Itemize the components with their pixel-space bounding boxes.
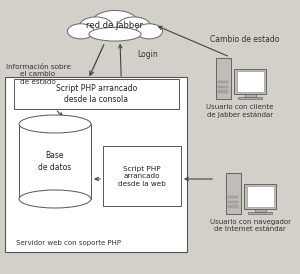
- Ellipse shape: [79, 17, 113, 37]
- Bar: [248, 212, 272, 214]
- Text: Base
de datos: Base de datos: [38, 152, 72, 172]
- Bar: [218, 90, 228, 93]
- Ellipse shape: [91, 10, 139, 36]
- Text: Cambio de estado: Cambio de estado: [210, 35, 279, 44]
- Bar: [237, 71, 264, 92]
- Ellipse shape: [19, 115, 91, 133]
- Ellipse shape: [117, 17, 151, 37]
- Bar: [238, 97, 262, 99]
- Bar: [226, 173, 241, 214]
- Bar: [228, 196, 238, 198]
- Ellipse shape: [89, 27, 141, 41]
- Bar: [218, 81, 228, 83]
- Bar: [244, 184, 277, 209]
- Text: Usuario con navegador
de Internet estándar: Usuario con navegador de Internet estánd…: [209, 219, 290, 232]
- Ellipse shape: [19, 190, 91, 208]
- Text: Script PHP
arrancado
desde la web: Script PHP arrancado desde la web: [118, 165, 166, 187]
- Text: Servidor web con soporte PHP: Servidor web con soporte PHP: [16, 240, 121, 246]
- Text: Usuario con cliente
de Jabber estándar: Usuario con cliente de Jabber estándar: [206, 104, 274, 118]
- Text: red de Jabber: red de Jabber: [86, 21, 143, 30]
- Bar: [103, 146, 181, 206]
- Bar: [5, 77, 187, 252]
- Bar: [218, 85, 228, 88]
- Text: Información sobre
el cambio
de estado: Información sobre el cambio de estado: [5, 64, 70, 85]
- Text: Login: Login: [138, 50, 158, 59]
- Bar: [255, 209, 266, 212]
- Bar: [245, 94, 256, 97]
- Bar: [234, 68, 266, 94]
- Text: Script PHP arrancado
desde la consola: Script PHP arrancado desde la consola: [56, 84, 137, 104]
- Bar: [19, 124, 91, 199]
- Ellipse shape: [136, 24, 163, 39]
- Bar: [228, 201, 238, 203]
- Ellipse shape: [68, 24, 94, 39]
- Bar: [228, 206, 238, 208]
- Bar: [247, 186, 274, 207]
- Bar: [14, 79, 179, 109]
- Bar: [216, 58, 231, 99]
